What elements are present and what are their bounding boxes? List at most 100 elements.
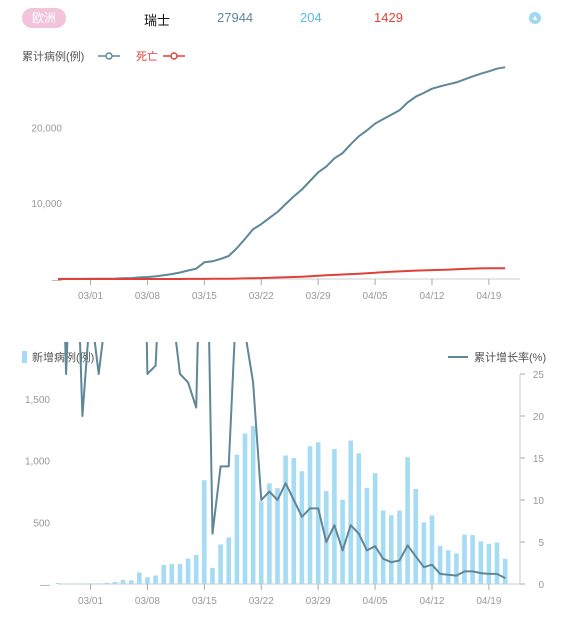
- new-cases-bar: [405, 457, 410, 584]
- y-right-tick-label: 20: [533, 412, 545, 423]
- legend-marker-confirmed: [105, 52, 113, 60]
- new-cases-bar: [437, 546, 443, 584]
- new-cases-bar: [283, 455, 288, 584]
- new-cases-bar: [120, 579, 126, 584]
- new-cases-bar: [185, 558, 191, 584]
- new-cases-bar: [494, 542, 500, 584]
- new-cases-bar: [502, 558, 508, 584]
- legend-label-new-cases: 新增病例(例): [32, 350, 94, 364]
- new-cases-bar: [291, 458, 297, 584]
- new-cases-bar: [364, 487, 370, 584]
- y-tick-label: 10,000: [31, 199, 62, 210]
- new-cases-bar: [486, 543, 492, 584]
- x-tick-label: 04/12: [419, 596, 444, 607]
- new-cases-bar: [202, 480, 207, 584]
- x-tick-label: 03/01: [78, 291, 103, 302]
- y-right-tick-label: 25: [533, 370, 545, 381]
- legend-swatch-new-cases: [22, 351, 27, 363]
- chevron-up-icon[interactable]: ▲: [529, 12, 541, 24]
- new-cases-bar: [72, 583, 77, 584]
- new-cases-bar: [397, 510, 402, 584]
- legend-marker-deaths: [170, 52, 178, 60]
- new-cases-bar: [128, 580, 134, 584]
- y-left-tick-label: 1,000: [25, 457, 50, 468]
- new-cases-bar: [445, 550, 451, 584]
- y-right-tick-label: 15: [533, 454, 545, 465]
- x-tick-label: 03/29: [306, 291, 331, 302]
- new-cases-bar: [104, 582, 110, 584]
- new-cases-bar: [429, 515, 435, 584]
- y-right-tick-label: 10: [533, 496, 545, 507]
- x-tick-label: 03/01: [78, 596, 103, 607]
- new-cases-bar: [307, 446, 313, 584]
- new-cases-bar: [356, 453, 362, 584]
- new-cases-bar: [299, 471, 305, 584]
- x-tick-label: 04/05: [363, 291, 388, 302]
- new-cases-bar: [234, 454, 240, 584]
- x-tick-label: 04/12: [419, 291, 444, 302]
- country-name: 瑞士: [144, 13, 171, 28]
- y-right-tick-label: 5: [538, 538, 544, 549]
- new-cases-bar: [137, 572, 142, 584]
- x-tick-label: 04/19: [476, 291, 501, 302]
- new-cases-bar: [421, 522, 427, 584]
- new-cases-bar: [324, 491, 329, 584]
- x-tick-label: 03/15: [192, 596, 217, 607]
- new-cases-bar: [267, 483, 272, 584]
- new-cases-bar: [348, 440, 353, 584]
- x-tick-label: 04/05: [363, 596, 388, 607]
- new-cases-bar: [161, 565, 166, 584]
- legend-label-growth: 累计增长率(%): [474, 350, 546, 364]
- region-tab-europe[interactable]: 欧洲: [22, 8, 66, 28]
- new-cases-bar: [96, 583, 101, 584]
- new-cases-bar: [332, 449, 337, 584]
- x-tick-label: 04/19: [476, 596, 501, 607]
- new-cases-bar: [177, 564, 183, 584]
- growth-rate-series-line: [64, 342, 506, 579]
- legend-label-confirmed: 累计病例(例): [22, 49, 84, 63]
- y-right-tick-label: 0: [538, 580, 544, 591]
- new-cases-bar: [226, 537, 231, 584]
- new-cases-bar: [413, 488, 418, 584]
- new-cases-bar: [380, 510, 386, 584]
- new-cases-bar: [275, 488, 280, 584]
- legend-label-deaths: 死亡: [136, 49, 158, 63]
- new-cases-bar: [478, 541, 484, 584]
- new-cases-bar: [340, 499, 345, 584]
- x-tick-label: 03/08: [135, 596, 160, 607]
- new-cases-bar: [470, 535, 475, 584]
- deaths-series-line: [58, 267, 506, 280]
- y-tick-label: —: [52, 275, 62, 286]
- new-cases-count: 204: [300, 10, 322, 25]
- y-tick-label: 20,000: [31, 123, 62, 134]
- x-tick-label: 03/29: [306, 596, 331, 607]
- y-left-tick-label: 500: [33, 518, 50, 529]
- new-cases-bar: [372, 473, 378, 584]
- new-cases-bar: [242, 433, 248, 584]
- new-cases-bar: [258, 501, 264, 584]
- new-cases-bar: [153, 575, 158, 584]
- new-cases-bar: [210, 568, 215, 584]
- x-tick-label: 03/22: [249, 291, 274, 302]
- new-cases-bar: [218, 544, 223, 584]
- new-cases-bar: [454, 553, 459, 584]
- x-tick-label: 03/15: [192, 291, 217, 302]
- new-cases-bar: [169, 564, 175, 584]
- x-tick-label: 03/08: [135, 291, 160, 302]
- confirmed-count: 27944: [217, 10, 254, 25]
- y-left-tick-label: 1,500: [25, 395, 50, 406]
- new-cases-bar: [315, 442, 321, 584]
- new-cases-bar: [145, 577, 150, 584]
- deaths-count: 1429: [374, 10, 403, 25]
- new-cases-bar: [389, 515, 394, 584]
- country-header-row: 欧洲 瑞士 27944 204 1429 ▲: [0, 0, 563, 36]
- x-tick-label: 03/22: [249, 596, 274, 607]
- new-cases-bar: [193, 555, 199, 584]
- new-cases-bar: [112, 582, 118, 584]
- confirmed-series-line: [58, 66, 506, 280]
- new-cases-bar: [462, 534, 467, 584]
- new-cases-bar: [88, 583, 93, 584]
- new-cases-bar: [55, 583, 61, 584]
- y-left-tick-label: —: [40, 580, 50, 591]
